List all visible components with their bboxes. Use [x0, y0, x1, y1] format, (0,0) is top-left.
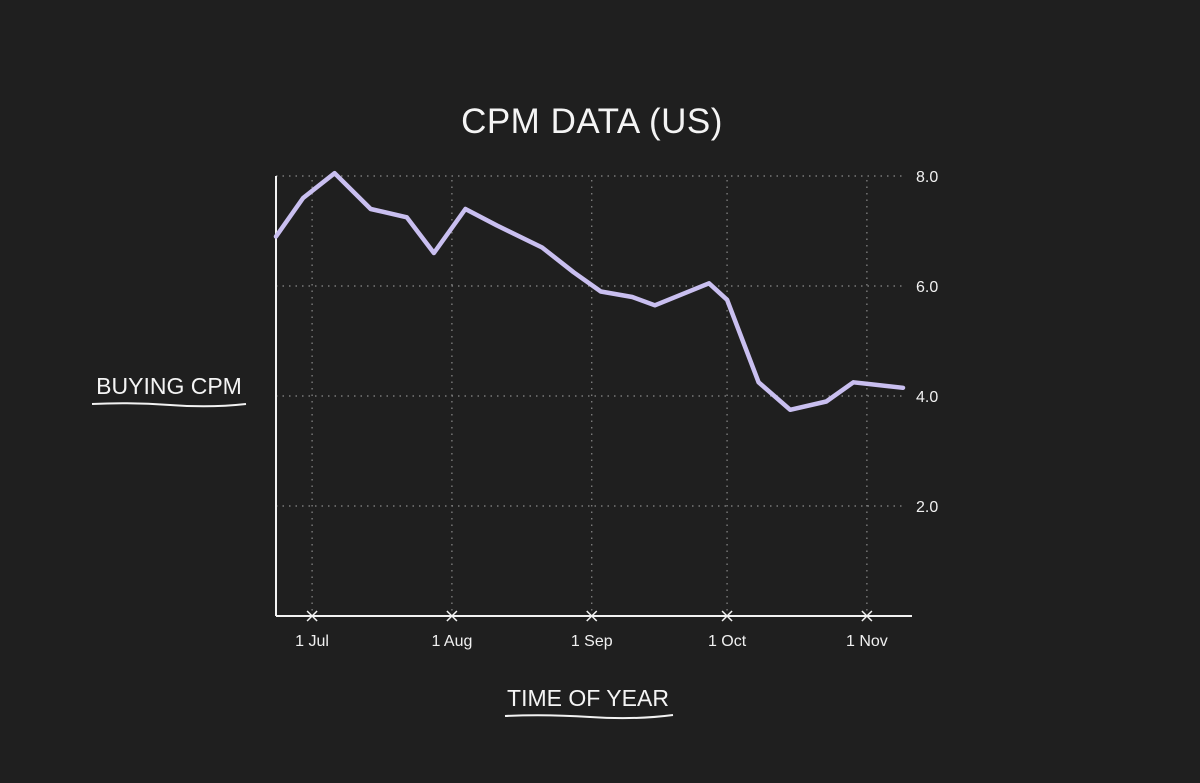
series-group — [273, 170, 906, 413]
data-point — [707, 281, 711, 285]
data-point — [901, 386, 905, 390]
x-tick-label: 1 Nov — [846, 633, 888, 650]
x-tick-cross-b — [586, 610, 598, 622]
x-tick-mark — [306, 610, 318, 622]
data-point — [653, 303, 657, 307]
data-point — [725, 298, 729, 302]
data-point — [274, 234, 278, 239]
x-tick-mark — [861, 610, 873, 622]
data-point — [333, 171, 337, 175]
x-tick-label: 1 Jul — [295, 633, 329, 650]
chart-title: CPM DATA (US) — [461, 102, 723, 141]
y-tick-label: 2.0 — [916, 499, 938, 516]
data-point — [540, 245, 544, 250]
x-axis-label-underline — [504, 714, 674, 720]
x-tick-mark — [721, 610, 733, 622]
data-point — [301, 196, 305, 200]
axes — [275, 176, 912, 617]
x-axis-label: TIME OF YEAR — [507, 685, 669, 711]
x-tick-mark — [586, 610, 598, 622]
y-ticks: 8.0 6.0 4.0 2.0 — [916, 169, 938, 516]
data-point — [630, 295, 634, 299]
x-tick-cross-b — [306, 610, 318, 622]
grid — [276, 175, 905, 616]
data-point — [824, 399, 828, 404]
data-point — [432, 251, 436, 255]
data-point — [572, 270, 576, 274]
data-point — [369, 207, 373, 211]
y-tick-label: 4.0 — [916, 389, 938, 406]
y-axis-label: BUYING CPM — [96, 373, 242, 399]
x-tick-cross-b — [721, 610, 733, 622]
series-line — [273, 170, 906, 413]
data-point — [463, 207, 467, 211]
y-tick-label: 6.0 — [916, 279, 938, 296]
data-point — [495, 223, 499, 228]
data-point — [851, 380, 856, 384]
x-ticks: 1 Jul 1 Aug 1 Sep 1 Oct 1 Nov — [295, 610, 888, 650]
x-tick-mark — [446, 610, 458, 622]
x-tick-cross-b — [861, 610, 873, 622]
data-point — [757, 380, 761, 384]
data-point — [405, 215, 409, 219]
x-tick-label: 1 Oct — [708, 633, 747, 650]
data-point — [599, 289, 603, 294]
x-tick-cross-b — [446, 610, 458, 622]
x-tick-label: 1 Aug — [431, 633, 472, 650]
x-tick-label: 1 Sep — [571, 633, 613, 650]
y-axis-label-underline — [91, 402, 247, 408]
y-tick-label: 8.0 — [916, 169, 938, 186]
data-point — [788, 408, 792, 412]
